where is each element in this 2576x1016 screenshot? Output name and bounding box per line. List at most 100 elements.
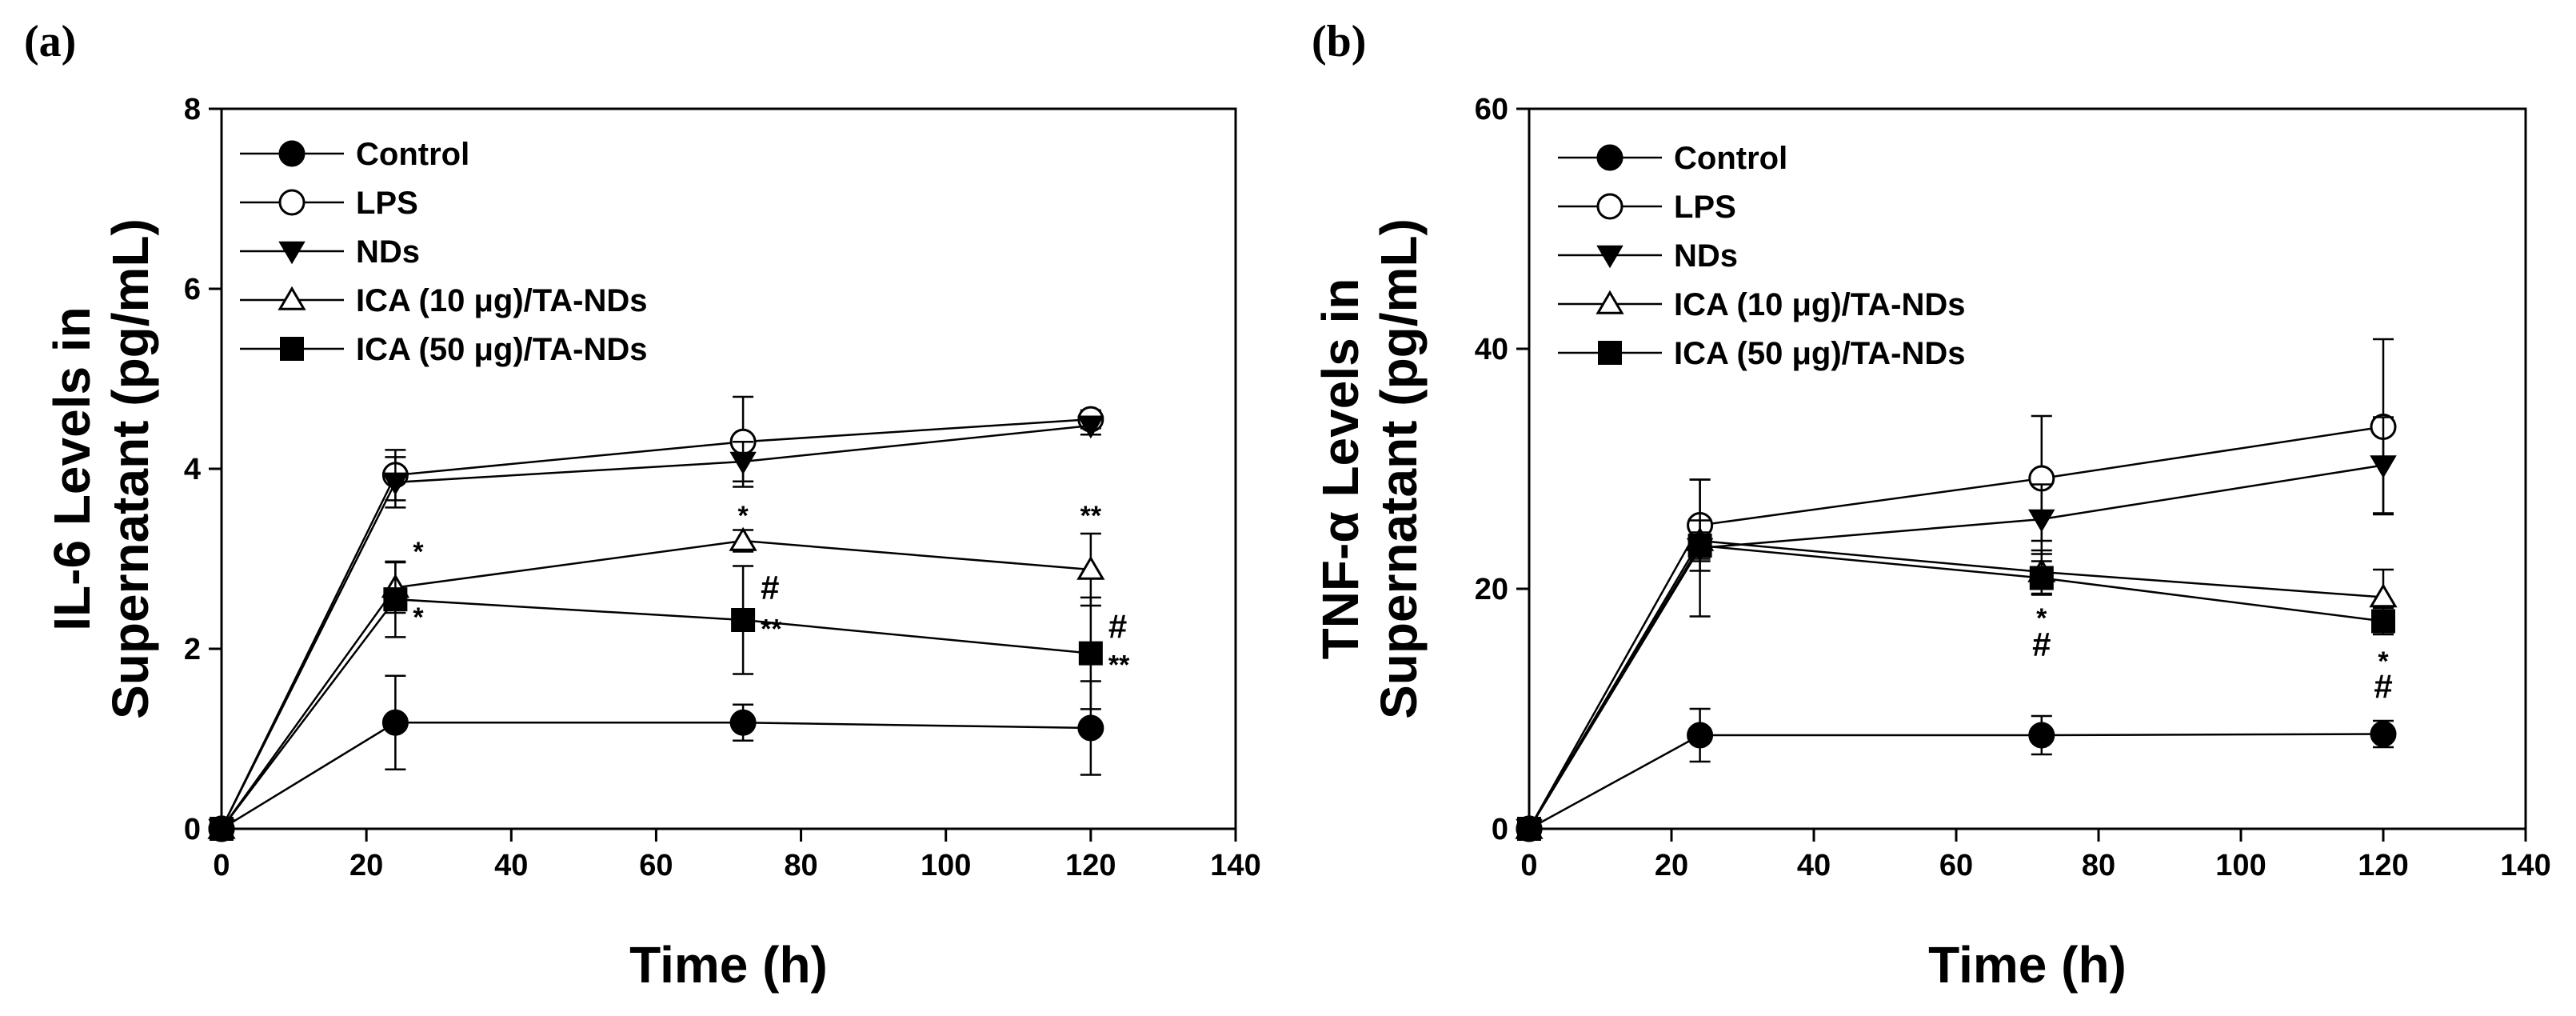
data-point — [2028, 509, 2055, 533]
legend-label: ICA (50 μg)/TA-NDs — [356, 332, 647, 367]
data-point — [1687, 534, 1712, 558]
legend-label: LPS — [1674, 190, 1736, 225]
y-tick-label: 0 — [1492, 813, 1508, 846]
x-tick-label: 0 — [1520, 849, 1537, 882]
legend: Control LPS NDs ICA (10 μg)/TA-NDs ICA (50 μ… — [240, 137, 647, 367]
data-point — [2029, 566, 2054, 590]
y-tick-label: 20 — [1475, 573, 1508, 606]
data-point — [2371, 609, 2395, 634]
significance-mark: ** — [1108, 650, 1130, 681]
legend-marker — [1596, 144, 1623, 171]
plot-frame — [1528, 107, 2527, 830]
legend-marker — [278, 286, 306, 310]
significance-mark: * — [2378, 646, 2389, 677]
x-tick-label: 100 — [921, 849, 971, 882]
significance-mark: # — [761, 569, 779, 606]
legend-item-nds: NDs — [1558, 238, 1738, 274]
series-line — [1528, 426, 2384, 830]
x-tick-label: 120 — [1065, 849, 1116, 882]
data-point — [1077, 415, 1104, 439]
series-line — [220, 539, 1091, 830]
x-axis-title: Time (h) — [629, 936, 828, 994]
significance-mark: * — [2036, 603, 2047, 634]
legend-label: Control — [1674, 141, 1787, 176]
panel-a: (a) 0 20 40 60 80 100 120 140 0 2 4 6 8 Time (h) IL-6 L… — [24, 17, 1261, 994]
y-axis-title-line-1: TNF-α Levels in — [1312, 278, 1369, 660]
y-tick-label: 40 — [1475, 333, 1508, 366]
legend-item-ica-10-g-ta-nds: ICA (10 μg)/TA-NDs — [1558, 287, 1965, 322]
series-lps — [1516, 338, 2397, 842]
data-point — [731, 608, 756, 632]
x-tick-label: 80 — [2082, 849, 2115, 882]
legend-label: LPS — [356, 186, 418, 221]
data-point — [1076, 555, 1105, 580]
data-point — [1687, 722, 1714, 749]
y-tick-label: 4 — [184, 453, 201, 486]
series-ica-10-g-ta-nds — [1515, 519, 2398, 839]
legend-item-nds: NDs — [240, 234, 420, 270]
legend-item-ica-10-g-ta-nds: ICA (10 μg)/TA-NDs — [240, 283, 647, 318]
y-tick-label: 60 — [1475, 93, 1508, 126]
series-line — [1528, 464, 2384, 830]
data-point — [729, 526, 757, 551]
series-line — [1528, 733, 2384, 830]
x-tick-label: 20 — [1655, 849, 1688, 882]
series-line — [1528, 544, 2384, 830]
legend-marker — [1596, 245, 1623, 269]
series-ica-50-g-ta-nds — [1517, 531, 2395, 841]
legend-item-lps: LPS — [240, 186, 418, 221]
x-tick-label: 40 — [1797, 849, 1831, 882]
data-point — [2370, 455, 2397, 478]
legend-marker — [278, 140, 306, 167]
legend-item-ica-50-g-ta-nds: ICA (50 μg)/TA-NDs — [1558, 336, 1965, 371]
data-point — [1077, 714, 1104, 742]
series-line — [1528, 539, 2384, 830]
series-control — [1516, 707, 2397, 842]
data-point — [381, 472, 409, 496]
x-tick-label: 140 — [2500, 849, 2550, 882]
y-tick-label: 6 — [184, 273, 201, 306]
data-point — [729, 709, 757, 736]
y-tick-label: 2 — [184, 633, 201, 666]
x-tick-label: 100 — [2215, 849, 2266, 882]
significance-mark: * — [413, 602, 424, 633]
y-axis-title-line-2: Supernatant (pg/mL) — [102, 218, 159, 719]
legend-marker — [1596, 193, 1623, 220]
significance-mark: # — [1108, 608, 1127, 646]
data-point — [383, 587, 408, 612]
x-tick-label: 60 — [1939, 849, 1973, 882]
legend-label: ICA (50 μg)/TA-NDs — [1674, 336, 1965, 371]
series-line — [221, 598, 1091, 830]
significance-mark: ** — [1080, 501, 1102, 531]
data-point — [2370, 721, 2397, 747]
y-axis-title-line-2: Supernatant (pg/mL) — [1370, 218, 1428, 719]
legend-item-lps: LPS — [1558, 190, 1736, 225]
legend-item-ica-50-g-ta-nds: ICA (50 μg)/TA-NDs — [240, 332, 647, 367]
series-line — [220, 418, 1091, 830]
legend-label: NDs — [356, 234, 420, 270]
significance-mark: # — [2374, 668, 2392, 706]
significance-mark: * — [737, 501, 749, 531]
legend-label: Control — [356, 137, 469, 172]
y-tick-label: 0 — [184, 813, 201, 846]
legend: Control LPS NDs ICA (10 μg)/TA-NDs ICA (50 μ… — [1558, 141, 1965, 371]
legend-marker — [1598, 341, 1622, 365]
data-point — [729, 451, 757, 475]
legend-marker — [278, 241, 306, 265]
data-point — [2028, 722, 2055, 749]
x-tick-label: 80 — [784, 849, 817, 882]
data-point — [1517, 817, 1541, 841]
legend-marker — [280, 337, 304, 361]
data-point — [210, 817, 234, 841]
legend-label: NDs — [1674, 238, 1738, 274]
legend-marker — [1596, 290, 1624, 314]
series-ica-50-g-ta-nds — [210, 560, 1103, 841]
panel-b: (b) 0 20 40 60 80 100 120 140 0 20 40 60 Time (h) TNF-… — [1312, 17, 2551, 994]
x-tick-label: 0 — [213, 849, 230, 882]
x-tick-label: 20 — [349, 849, 383, 882]
series-lps — [208, 395, 1104, 842]
data-point — [381, 709, 409, 736]
series-ica-10-g-ta-nds — [207, 526, 1105, 839]
significance-mark: ** — [761, 614, 782, 645]
